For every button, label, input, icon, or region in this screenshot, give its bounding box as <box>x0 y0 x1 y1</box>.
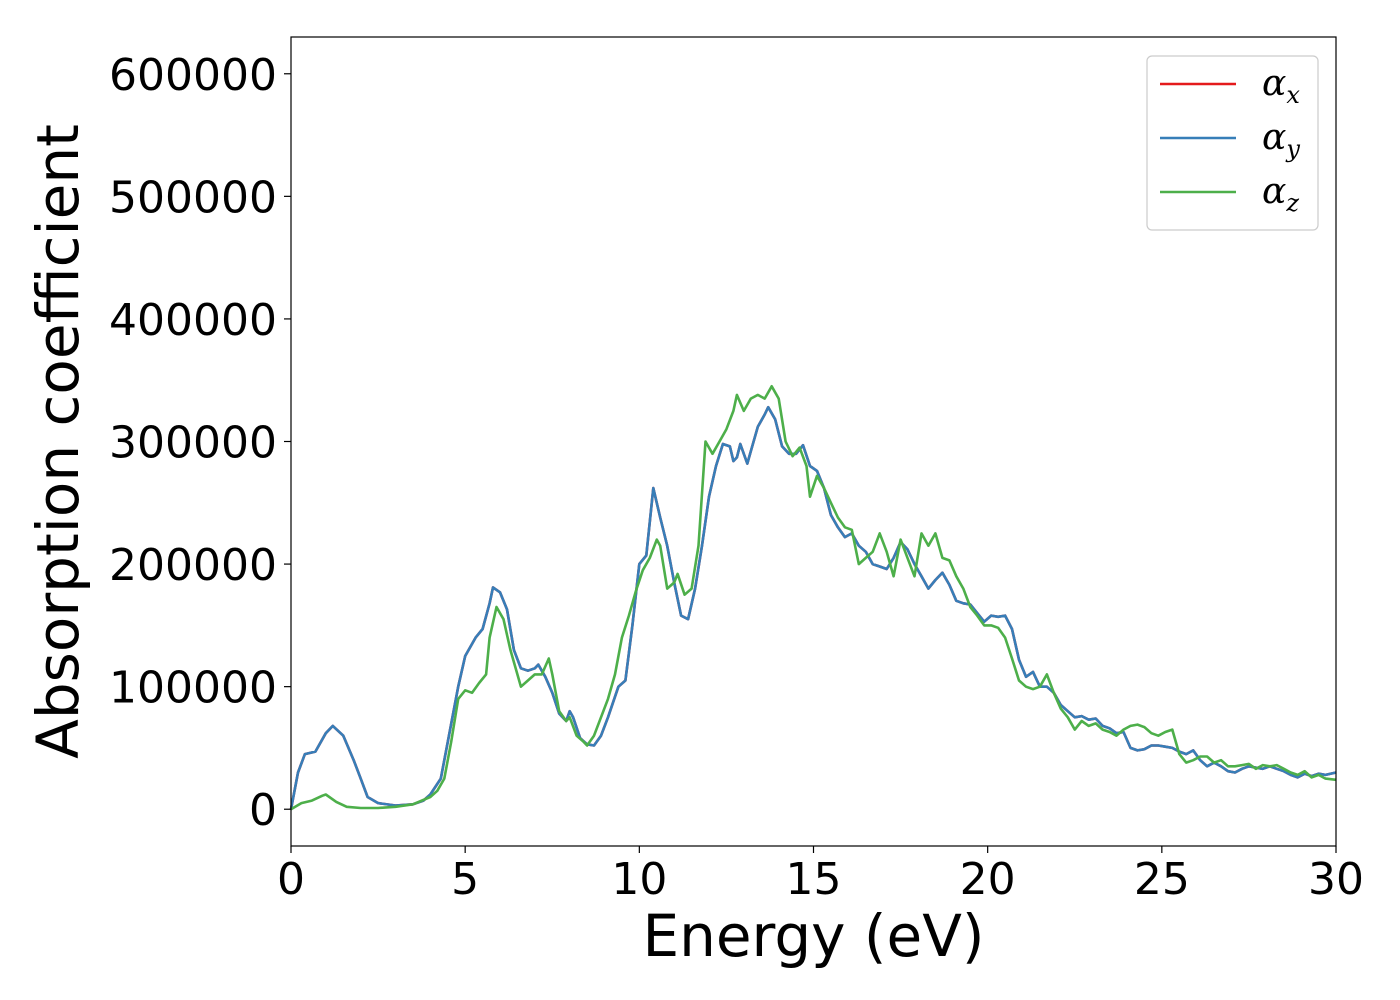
y-tick-label: 600000 <box>109 50 277 101</box>
y-axis-ticks: 0 100000 200000 300000 400000 500000 600000 <box>109 50 291 836</box>
y-tick-label: 100000 <box>109 663 277 714</box>
x-tick-label: 25 <box>1134 854 1190 905</box>
y-tick-label: 300000 <box>109 418 277 469</box>
x-axis-label: Energy (eV) <box>642 902 984 970</box>
series-line-z <box>290 384 1337 811</box>
y-tick-label: 0 <box>249 785 277 836</box>
y-axis-label: Absorption coefficient <box>24 124 92 759</box>
y-tick-label: 400000 <box>109 295 277 346</box>
legend-label-y: αy <box>1262 117 1300 163</box>
y-tick-label: 500000 <box>109 172 277 223</box>
legend: αx αy αz <box>1146 55 1319 231</box>
x-tick-label: 10 <box>611 854 667 905</box>
legend-box <box>1146 55 1319 231</box>
x-tick-label: 20 <box>960 854 1016 905</box>
x-tick-label: 15 <box>786 854 842 905</box>
y-tick-label: 200000 <box>109 540 277 591</box>
legend-label-x: αx <box>1262 63 1300 109</box>
legend-label-z: αz <box>1262 171 1299 217</box>
x-tick-label: 5 <box>451 854 479 905</box>
x-axis-ticks: 0 5 10 15 20 25 30 <box>277 846 1364 905</box>
series-line-y <box>289 405 1337 810</box>
plot-lines <box>289 384 1337 811</box>
x-tick-label: 30 <box>1308 854 1364 905</box>
x-tick-label: 0 <box>277 854 305 905</box>
